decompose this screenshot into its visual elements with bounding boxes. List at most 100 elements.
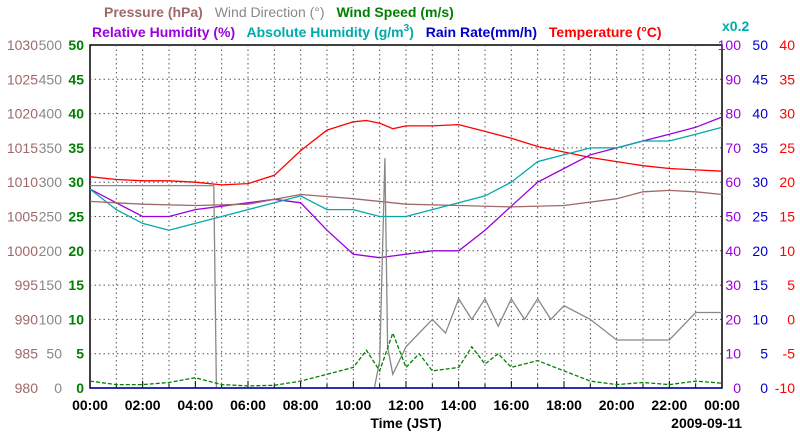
y-tick-rain-rate: 25 bbox=[752, 209, 768, 225]
x-tick-label: 10:00 bbox=[335, 397, 371, 413]
y-tick-temperature: 25 bbox=[779, 140, 795, 156]
x-tick-label: 00:00 bbox=[72, 397, 108, 413]
x-tick-label: 12:00 bbox=[388, 397, 424, 413]
x-tick-label: 20:00 bbox=[599, 397, 635, 413]
y-tick-temperature: -10 bbox=[775, 380, 795, 396]
legend-pressure: Pressure (hPa) bbox=[104, 4, 203, 20]
y-tick-wind-speed: 40 bbox=[68, 106, 84, 122]
y-tick-temperature: 0 bbox=[787, 311, 795, 327]
chart-date: 2009-09-11 bbox=[671, 415, 742, 431]
y-tick-wind-speed: 30 bbox=[68, 174, 84, 190]
series-layer bbox=[89, 116, 723, 389]
y-tick-pressure: 995 bbox=[15, 277, 39, 293]
y-tick-temperature: 20 bbox=[779, 174, 795, 190]
series-temperature-line bbox=[89, 119, 723, 186]
legend-wind-direction: Wind Direction (°) bbox=[215, 4, 325, 20]
legend-row-1: Pressure (hPa) Wind Direction (°) Wind S… bbox=[104, 4, 454, 20]
y-tick-wind-direction: 250 bbox=[39, 209, 63, 225]
y-tick-relative-humidity: 100 bbox=[718, 37, 742, 53]
y-tick-temperature: 40 bbox=[779, 37, 795, 53]
series-wind-speed-line bbox=[89, 126, 723, 231]
y-tick-relative-humidity: 50 bbox=[725, 209, 741, 225]
y-tick-rain-rate: 40 bbox=[752, 106, 768, 122]
y-tick-wind-speed: 15 bbox=[68, 277, 84, 293]
legend-row-2: Relative Humidity (%) Absolute Humidity … bbox=[92, 23, 662, 40]
x-tick-label: 08:00 bbox=[283, 397, 319, 413]
series-pressure-line bbox=[89, 189, 723, 208]
y-tick-rain-rate: 45 bbox=[752, 71, 768, 87]
y-tick-relative-humidity: 40 bbox=[725, 243, 741, 259]
y-tick-relative-humidity: 10 bbox=[725, 346, 741, 362]
x-tick-label: 02:00 bbox=[125, 397, 161, 413]
y-tick-wind-direction: 300 bbox=[39, 174, 63, 190]
y-tick-wind-direction: 350 bbox=[39, 140, 63, 156]
y-tick-wind-speed: 0 bbox=[76, 380, 84, 396]
y-tick-wind-speed: 25 bbox=[68, 209, 84, 225]
y-tick-pressure: 990 bbox=[15, 311, 39, 327]
y-tick-temperature: 35 bbox=[779, 71, 795, 87]
x-tick-label: 18:00 bbox=[546, 397, 582, 413]
y-tick-pressure: 1030 bbox=[7, 37, 38, 53]
y-tick-temperature: 5 bbox=[787, 277, 795, 293]
y-tick-pressure: 985 bbox=[15, 346, 39, 362]
y-tick-temperature: 15 bbox=[779, 209, 795, 225]
y-tick-temperature: -5 bbox=[783, 346, 796, 362]
y-tick-temperature: 30 bbox=[779, 106, 795, 122]
y-tick-wind-direction: 200 bbox=[39, 243, 63, 259]
x-tick-label: 14:00 bbox=[441, 397, 477, 413]
y-tick-relative-humidity: 60 bbox=[725, 174, 741, 190]
y-tick-wind-direction: 500 bbox=[39, 37, 63, 53]
y-tick-relative-humidity: 70 bbox=[725, 140, 741, 156]
y-tick-wind-direction: 100 bbox=[39, 311, 63, 327]
y-tick-pressure: 1015 bbox=[7, 140, 38, 156]
y-tick-wind-direction: 150 bbox=[39, 277, 63, 293]
y-tick-wind-speed: 45 bbox=[68, 71, 84, 87]
y-tick-relative-humidity: 90 bbox=[725, 71, 741, 87]
y-tick-rain-rate: 5 bbox=[760, 346, 768, 362]
y-tick-pressure: 1025 bbox=[7, 71, 38, 87]
legend-temperature: Temperature (°C) bbox=[549, 24, 662, 40]
axis-tick-labels: 00:00 02:00 04:00 06:00 08:00 10:00 12:00 14:00… bbox=[7, 37, 795, 413]
y-tick-wind-speed: 20 bbox=[68, 243, 84, 259]
y-tick-wind-direction: 450 bbox=[39, 71, 63, 87]
y-tick-rain-rate: 50 bbox=[752, 37, 768, 53]
y-tick-pressure: 1010 bbox=[7, 174, 38, 190]
y-tick-rain-rate: 20 bbox=[752, 243, 768, 259]
y-tick-wind-speed: 10 bbox=[68, 311, 84, 327]
x-tick-label: 06:00 bbox=[230, 397, 266, 413]
y-tick-relative-humidity: 80 bbox=[725, 106, 741, 122]
y-tick-relative-humidity: 20 bbox=[725, 311, 741, 327]
y-tick-wind-direction: 50 bbox=[46, 346, 62, 362]
y-tick-pressure: 1000 bbox=[7, 243, 38, 259]
x-tick-label: 16:00 bbox=[493, 397, 529, 413]
y-tick-temperature: 10 bbox=[779, 243, 795, 259]
y-tick-wind-speed: 50 bbox=[68, 37, 84, 53]
y-tick-relative-humidity: 0 bbox=[733, 380, 741, 396]
y-tick-rain-rate: 35 bbox=[752, 140, 768, 156]
y-tick-wind-speed: 35 bbox=[68, 140, 84, 156]
x-tick-label: 00:00 bbox=[704, 397, 740, 413]
y-tick-rain-rate: 0 bbox=[760, 380, 768, 396]
y-tick-pressure: 1020 bbox=[7, 106, 38, 122]
scale-note: x0.2 bbox=[722, 18, 749, 34]
x-axis-label: Time (JST) bbox=[370, 415, 441, 431]
y-tick-pressure: 980 bbox=[15, 380, 39, 396]
y-tick-rain-rate: 15 bbox=[752, 277, 768, 293]
y-tick-relative-humidity: 30 bbox=[725, 277, 741, 293]
x-tick-label: 22:00 bbox=[651, 397, 687, 413]
y-tick-rain-rate: 10 bbox=[752, 311, 768, 327]
legend-relative-humidity: Relative Humidity (%) bbox=[92, 24, 235, 40]
legend-absolute-humidity: Absolute Humidity (g/m bbox=[247, 24, 404, 40]
series-wind-direction-line bbox=[90, 158, 722, 389]
legend-wind-speed: Wind Speed (m/s) bbox=[336, 4, 453, 20]
y-tick-wind-direction: 0 bbox=[54, 380, 62, 396]
y-tick-wind-speed: 5 bbox=[76, 346, 84, 362]
legend-absolute-humidity-sup: 3 bbox=[404, 23, 410, 34]
legend-absolute-humidity-tail: ) bbox=[409, 24, 414, 40]
series-wind-speed-line bbox=[89, 331, 723, 387]
y-tick-pressure: 1005 bbox=[7, 209, 38, 225]
legend-rain-rate: Rain Rate(mm/h) bbox=[426, 24, 537, 40]
x-tick-label: 04:00 bbox=[177, 397, 213, 413]
y-tick-wind-direction: 400 bbox=[39, 106, 63, 122]
